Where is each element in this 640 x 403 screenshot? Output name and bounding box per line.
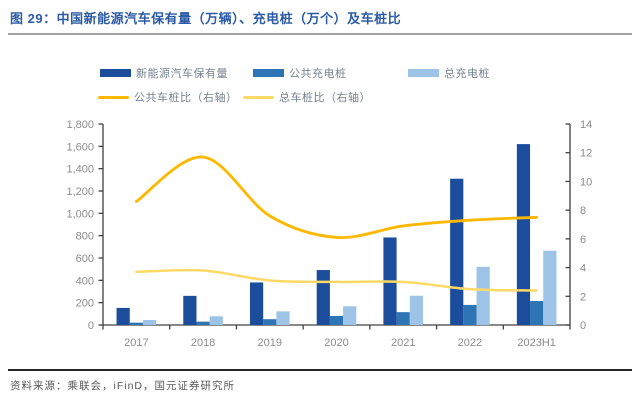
line-swatch-yellow xyxy=(243,95,274,99)
bar xyxy=(209,316,223,325)
legend-item-public-piles: 公共充电桩 xyxy=(253,65,347,81)
left-axis-tick: 200 xyxy=(76,298,94,310)
legend-label: 总车桩比（右轴） xyxy=(279,92,371,104)
right-axis-tick: 4 xyxy=(580,263,586,275)
left-axis-tick: 600 xyxy=(76,253,94,265)
bars-total-piles xyxy=(142,250,557,325)
bars-public-piles xyxy=(129,300,544,325)
bar-series xyxy=(116,144,557,325)
axes xyxy=(98,123,571,330)
left-axis-tick: 1,800 xyxy=(66,119,94,131)
left-axis-tick: 1,400 xyxy=(66,164,94,176)
bar xyxy=(543,250,557,325)
x-axis-label: 2022 xyxy=(458,337,482,349)
bar xyxy=(316,270,330,325)
line-swatch-orange xyxy=(98,95,129,99)
public-ratio-line xyxy=(134,155,539,239)
legend-label: 新能源汽车保有量 xyxy=(136,68,228,80)
bar xyxy=(129,322,143,325)
x-axis-label: 2021 xyxy=(391,337,415,349)
legend-label: 公共充电桩 xyxy=(289,68,347,80)
bar xyxy=(450,178,464,325)
bar xyxy=(142,319,157,325)
legend-item-total-piles: 总充电桩 xyxy=(408,65,490,81)
left-axis-tick: 0 xyxy=(88,320,94,332)
bar xyxy=(396,312,410,325)
legend-item-total-ratio: 总车桩比（右轴） xyxy=(243,89,371,105)
right-axis-tick: 0 xyxy=(580,320,586,332)
bar xyxy=(409,295,424,325)
x-axis-label: 2019 xyxy=(258,337,282,349)
bar xyxy=(530,300,544,325)
bar xyxy=(249,282,264,325)
left-axis-tick: 800 xyxy=(76,231,94,243)
x-axis-label: 2020 xyxy=(324,337,348,349)
bar-swatch-medium-blue xyxy=(253,69,284,77)
left-axis-tick: 400 xyxy=(76,275,94,287)
right-axis-tick: 10 xyxy=(580,176,592,188)
right-axis-tick: 14 xyxy=(580,119,592,131)
figure-title: 图 29：中国新能源汽车保有量（万辆）、充电桩（万个）及车桩比 xyxy=(10,11,402,26)
bar xyxy=(463,304,477,325)
bar xyxy=(116,307,130,325)
bar xyxy=(276,311,290,325)
right-axis-tick: 12 xyxy=(580,148,592,160)
right-axis-tick: 2 xyxy=(580,291,586,303)
legend-item-nev-stock: 新能源汽车保有量 xyxy=(100,65,228,81)
title-underline xyxy=(8,33,632,35)
footer-rule xyxy=(8,369,632,371)
x-axis-label: 2023H1 xyxy=(517,337,556,349)
bar xyxy=(516,144,531,325)
right-axis-tick: 8 xyxy=(580,205,586,217)
x-axis-label: 2018 xyxy=(191,337,215,349)
legend-label: 公共车桩比（右轴） xyxy=(134,92,238,104)
bar xyxy=(183,295,197,325)
total-ratio-line xyxy=(135,268,538,292)
right-axis-tick: 6 xyxy=(580,234,586,246)
left-axis-tick: 1,600 xyxy=(66,141,94,153)
legend-item-public-ratio: 公共车桩比（右轴） xyxy=(98,89,238,105)
bar xyxy=(196,321,210,325)
bar-swatch-dark-blue xyxy=(100,69,131,77)
legend-label: 总充电桩 xyxy=(444,68,490,80)
chart-area: 0 200 400 600 800 1,000 1,200 1,400 1,600 1,800 0 2… xyxy=(0,113,640,361)
bar xyxy=(476,266,490,325)
axis-tick-labels: 0 200 400 600 800 1,000 1,200 1,400 1,600 1,800 0 2… xyxy=(66,119,592,349)
x-axis-label: 2017 xyxy=(124,337,148,349)
bar xyxy=(343,306,357,325)
left-axis-tick: 1,000 xyxy=(66,208,94,220)
source-note: 资料来源：乘联会，iFinD，国元证券研究所 xyxy=(10,380,236,392)
combo-chart-canvas: 0 200 400 600 800 1,000 1,200 1,400 1,600 1,800 0 2… xyxy=(66,119,592,349)
bar xyxy=(329,315,344,325)
bar xyxy=(263,319,277,325)
left-axis-tick: 1,200 xyxy=(66,186,94,198)
bar-swatch-light-blue xyxy=(408,69,439,77)
